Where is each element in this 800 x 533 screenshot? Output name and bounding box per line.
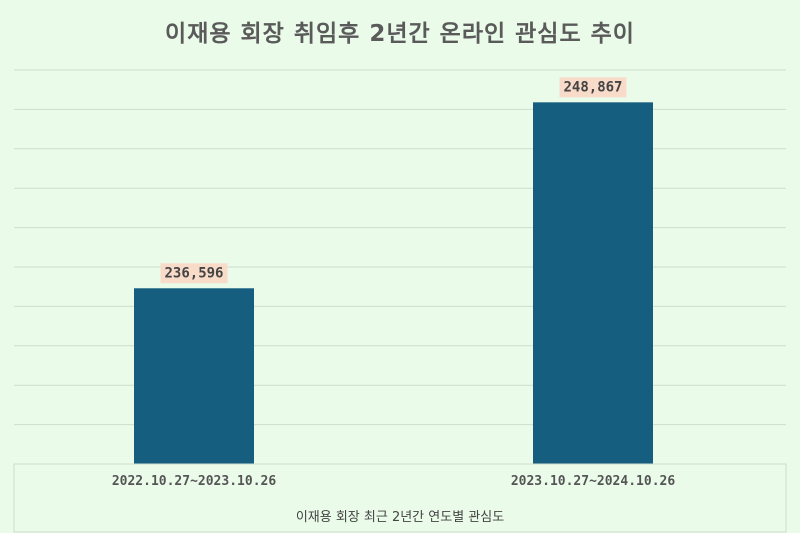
chart-title: 이재용 회장 취임후 2년간 온라인 관심도 추이 [165,21,635,47]
x-axis: 2022.10.27~2023.10.26 2023.10.27~2024.10.… [13,463,787,533]
bar-2 [533,102,653,464]
data-label-1: 236,596 [164,265,223,281]
bar-1 [134,288,254,464]
bars [134,102,653,464]
data-label-bg-2 [559,77,627,98]
x-tick-label-2: 2023.10.27~2024.10.26 [511,474,676,489]
data-labels: 236,596 248,867 [160,77,627,284]
x-axis-title: 이재용 회장 최근 2년간 연도별 관심도 [296,510,504,525]
axis-box [13,463,787,533]
data-label-bg-1 [160,263,228,284]
x-tick-label-1: 2022.10.27~2023.10.26 [112,474,277,489]
data-label-2: 248,867 [563,79,622,95]
gridlines [14,69,786,465]
